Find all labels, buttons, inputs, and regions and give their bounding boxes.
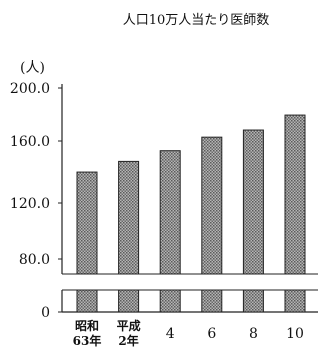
bar xyxy=(159,150,181,275)
y-tick-label: 160.0 xyxy=(10,134,50,150)
y-tick-labels: 200.0 160.0 120.0 80.0 0 xyxy=(10,81,62,321)
x-tick-label: 10 xyxy=(286,326,304,342)
y-tick-label: 120.0 xyxy=(10,196,50,212)
axes xyxy=(61,84,318,313)
bar xyxy=(76,171,98,275)
bar-base xyxy=(284,289,306,313)
bar xyxy=(284,114,306,275)
x-tick-label: 8 xyxy=(249,326,258,342)
bar xyxy=(201,136,223,275)
y-tick-label: 80.0 xyxy=(19,252,50,268)
bar-base xyxy=(118,289,140,313)
y-tick-label: 0 xyxy=(41,305,50,321)
x-tick-label: 6 xyxy=(207,326,216,342)
x-tick-label: 2年 xyxy=(118,333,138,348)
x-tick-label: 昭和 xyxy=(75,318,99,333)
bar xyxy=(242,129,264,275)
chart-title: 人口10万人当たり医師数 xyxy=(123,13,270,28)
x-tick-label: 平成 xyxy=(117,318,141,333)
x-tick-label: 4 xyxy=(166,326,175,342)
bar-base xyxy=(159,289,181,313)
bar xyxy=(118,160,140,275)
x-tick-label: 63年 xyxy=(73,333,102,348)
bar-base xyxy=(201,289,223,313)
y-unit-label: (人) xyxy=(20,60,45,76)
y-tick-label: 200.0 xyxy=(10,81,50,97)
bars xyxy=(76,114,306,313)
bar-base xyxy=(242,289,264,313)
bar-base xyxy=(76,289,98,313)
